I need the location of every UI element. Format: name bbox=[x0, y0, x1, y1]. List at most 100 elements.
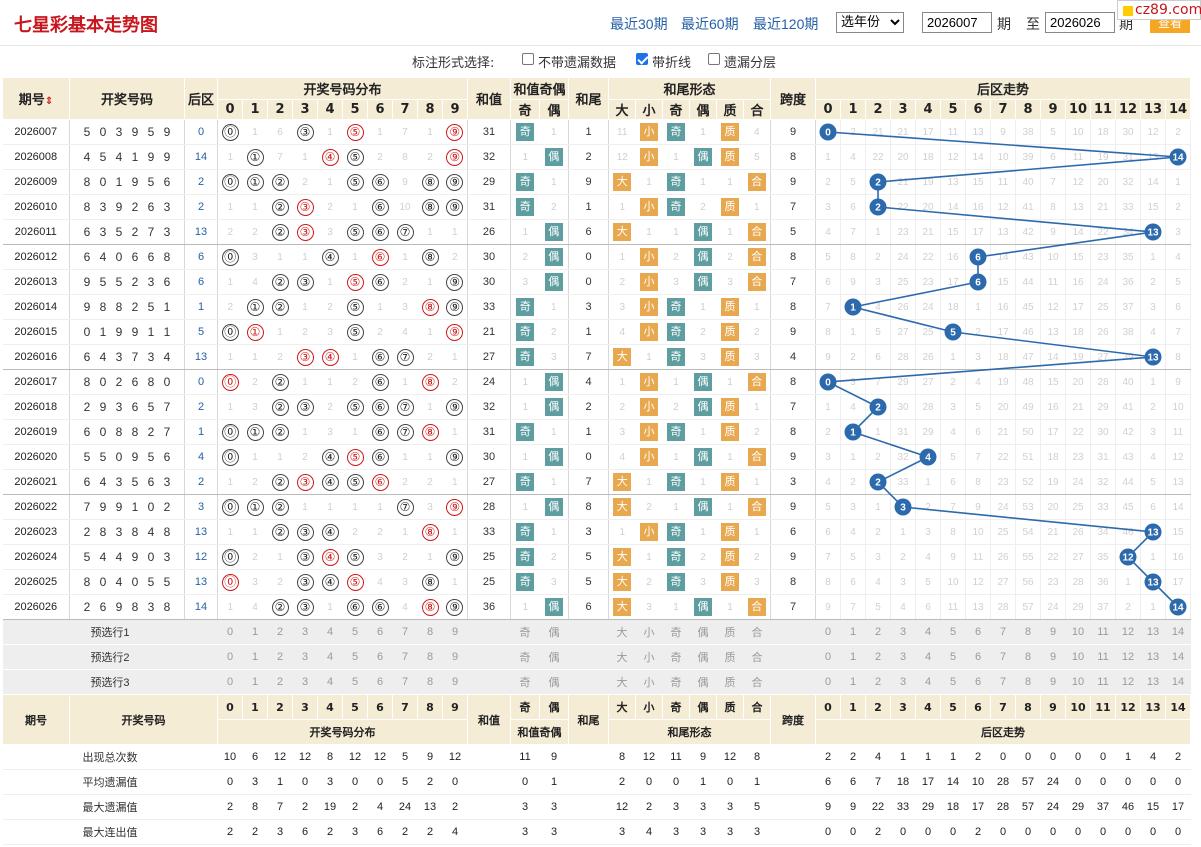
preselect-shape[interactable]: 合 bbox=[743, 669, 771, 695]
preselect-digit[interactable]: 2 bbox=[267, 669, 293, 695]
preselect-row[interactable]: 预选行1 0 1 2 3 4 5 6 7 8 9 奇偶大小奇偶质合 0 1 2 3 4 5 6 7 8 9 10 11 12 13… bbox=[2, 619, 1191, 645]
recent-30-link[interactable]: 最近30期 bbox=[610, 16, 668, 32]
preselect-digit[interactable]: 4 bbox=[317, 644, 343, 670]
preselect-back-digit[interactable]: 10 bbox=[1065, 644, 1091, 670]
preselect-shape[interactable]: 质 bbox=[716, 644, 744, 670]
recent-60-link[interactable]: 最近60期 bbox=[681, 16, 739, 32]
preselect-back-digit[interactable]: 5 bbox=[940, 619, 966, 645]
polyline-label[interactable]: 带折线 bbox=[652, 56, 692, 71]
preselect-shape[interactable]: 偶 bbox=[689, 644, 717, 670]
preselect-back-digit[interactable]: 8 bbox=[1015, 619, 1041, 645]
preselect-digit[interactable]: 8 bbox=[417, 644, 443, 670]
preselect-back-digit[interactable]: 12 bbox=[1115, 669, 1141, 695]
preselect-shape[interactable]: 合 bbox=[743, 644, 771, 670]
preselect-row[interactable]: 预选行2 0 1 2 3 4 5 6 7 8 9 奇偶大小奇偶质合 0 1 2 3 4 5 6 7 8 9 10 11 12 13… bbox=[2, 644, 1191, 670]
preselect-shape[interactable]: 大 bbox=[608, 619, 636, 645]
preselect-back-digit[interactable]: 14 bbox=[1165, 669, 1191, 695]
preselect-back-digit[interactable]: 1 bbox=[840, 669, 866, 695]
preselect-back-digit[interactable]: 3 bbox=[890, 619, 916, 645]
omission-layer-checkbox[interactable] bbox=[708, 53, 720, 65]
preselect-back-digit[interactable]: 4 bbox=[915, 619, 941, 645]
preselect-digit[interactable]: 2 bbox=[267, 644, 293, 670]
preselect-back-digit[interactable]: 6 bbox=[965, 644, 991, 670]
recent-120-link[interactable]: 最近120期 bbox=[753, 16, 819, 32]
preselect-back-digit[interactable]: 2 bbox=[865, 619, 891, 645]
preselect-even[interactable]: 偶 bbox=[539, 619, 569, 645]
preselect-shape[interactable]: 奇 bbox=[662, 619, 690, 645]
preselect-digit[interactable]: 3 bbox=[292, 669, 318, 695]
preselect-shape[interactable]: 小 bbox=[635, 619, 663, 645]
preselect-back-digit[interactable]: 5 bbox=[940, 644, 966, 670]
preselect-digit[interactable]: 9 bbox=[442, 619, 468, 645]
preselect-shape[interactable]: 偶 bbox=[689, 669, 717, 695]
preselect-shape[interactable]: 奇 bbox=[662, 669, 690, 695]
preselect-digit[interactable]: 5 bbox=[342, 644, 368, 670]
preselect-digit[interactable]: 3 bbox=[292, 644, 318, 670]
preselect-odd[interactable]: 奇 bbox=[510, 644, 540, 670]
preselect-digit[interactable]: 9 bbox=[442, 669, 468, 695]
preselect-back-digit[interactable]: 13 bbox=[1140, 619, 1166, 645]
preselect-back-digit[interactable]: 12 bbox=[1115, 619, 1141, 645]
preselect-back-digit[interactable]: 7 bbox=[990, 619, 1016, 645]
preselect-back-digit[interactable]: 3 bbox=[890, 644, 916, 670]
preselect-digit[interactable]: 1 bbox=[242, 619, 268, 645]
no-omission-checkbox[interactable] bbox=[522, 53, 534, 65]
preselect-digit[interactable]: 2 bbox=[267, 619, 293, 645]
preselect-shape[interactable]: 小 bbox=[635, 644, 663, 670]
preselect-digit[interactable]: 3 bbox=[292, 619, 318, 645]
preselect-digit[interactable]: 1 bbox=[242, 669, 268, 695]
preselect-digit[interactable]: 5 bbox=[342, 619, 368, 645]
preselect-digit[interactable]: 0 bbox=[217, 669, 243, 695]
preselect-back-digit[interactable]: 1 bbox=[840, 619, 866, 645]
from-period-input[interactable] bbox=[922, 12, 992, 33]
preselect-back-digit[interactable]: 11 bbox=[1090, 619, 1116, 645]
preselect-back-digit[interactable]: 6 bbox=[965, 619, 991, 645]
preselect-back-digit[interactable]: 4 bbox=[915, 644, 941, 670]
preselect-back-digit[interactable]: 0 bbox=[815, 644, 841, 670]
preselect-row[interactable]: 预选行3 0 1 2 3 4 5 6 7 8 9 奇偶大小奇偶质合 0 1 2 3 4 5 6 7 8 9 10 11 12 13… bbox=[2, 669, 1191, 695]
preselect-digit[interactable]: 5 bbox=[342, 669, 368, 695]
preselect-back-digit[interactable]: 14 bbox=[1165, 619, 1191, 645]
preselect-shape[interactable]: 大 bbox=[608, 669, 636, 695]
preselect-shape[interactable]: 小 bbox=[635, 669, 663, 695]
preselect-back-digit[interactable]: 3 bbox=[890, 669, 916, 695]
omission-layer-label[interactable]: 遗漏分层 bbox=[724, 56, 777, 71]
preselect-shape[interactable]: 质 bbox=[716, 619, 744, 645]
site-logo[interactable]: cz89.com bbox=[1117, 0, 1201, 20]
year-select[interactable]: 选年份 bbox=[836, 12, 904, 33]
preselect-odd[interactable]: 奇 bbox=[510, 619, 540, 645]
no-omission-label[interactable]: 不带遗漏数据 bbox=[538, 56, 617, 71]
preselect-digit[interactable]: 6 bbox=[367, 644, 393, 670]
preselect-digit[interactable]: 7 bbox=[392, 619, 418, 645]
preselect-back-digit[interactable]: 13 bbox=[1140, 644, 1166, 670]
preselect-shape[interactable]: 偶 bbox=[689, 619, 717, 645]
preselect-shape[interactable]: 合 bbox=[743, 619, 771, 645]
sort-icon[interactable]: ⇕ bbox=[44, 96, 54, 107]
preselect-back-digit[interactable]: 6 bbox=[965, 669, 991, 695]
preselect-back-digit[interactable]: 9 bbox=[1040, 669, 1066, 695]
preselect-back-digit[interactable]: 9 bbox=[1040, 644, 1066, 670]
preselect-back-digit[interactable]: 0 bbox=[815, 669, 841, 695]
polyline-checkbox[interactable] bbox=[636, 53, 648, 65]
preselect-shape[interactable]: 奇 bbox=[662, 644, 690, 670]
preselect-back-digit[interactable]: 0 bbox=[815, 619, 841, 645]
preselect-digit[interactable]: 7 bbox=[392, 644, 418, 670]
preselect-back-digit[interactable]: 8 bbox=[1015, 644, 1041, 670]
preselect-digit[interactable]: 0 bbox=[217, 644, 243, 670]
preselect-back-digit[interactable]: 1 bbox=[840, 644, 866, 670]
preselect-digit[interactable]: 6 bbox=[367, 669, 393, 695]
preselect-digit[interactable]: 1 bbox=[242, 644, 268, 670]
preselect-digit[interactable]: 6 bbox=[367, 619, 393, 645]
preselect-digit[interactable]: 8 bbox=[417, 619, 443, 645]
preselect-digit[interactable]: 8 bbox=[417, 669, 443, 695]
preselect-back-digit[interactable]: 4 bbox=[915, 669, 941, 695]
preselect-back-digit[interactable]: 7 bbox=[990, 644, 1016, 670]
preselect-shape[interactable]: 大 bbox=[608, 644, 636, 670]
preselect-back-digit[interactable]: 7 bbox=[990, 669, 1016, 695]
preselect-back-digit[interactable]: 5 bbox=[940, 669, 966, 695]
preselect-digit[interactable]: 4 bbox=[317, 619, 343, 645]
preselect-back-digit[interactable]: 11 bbox=[1090, 644, 1116, 670]
preselect-back-digit[interactable]: 10 bbox=[1065, 669, 1091, 695]
preselect-digit[interactable]: 4 bbox=[317, 669, 343, 695]
preselect-back-digit[interactable]: 11 bbox=[1090, 669, 1116, 695]
